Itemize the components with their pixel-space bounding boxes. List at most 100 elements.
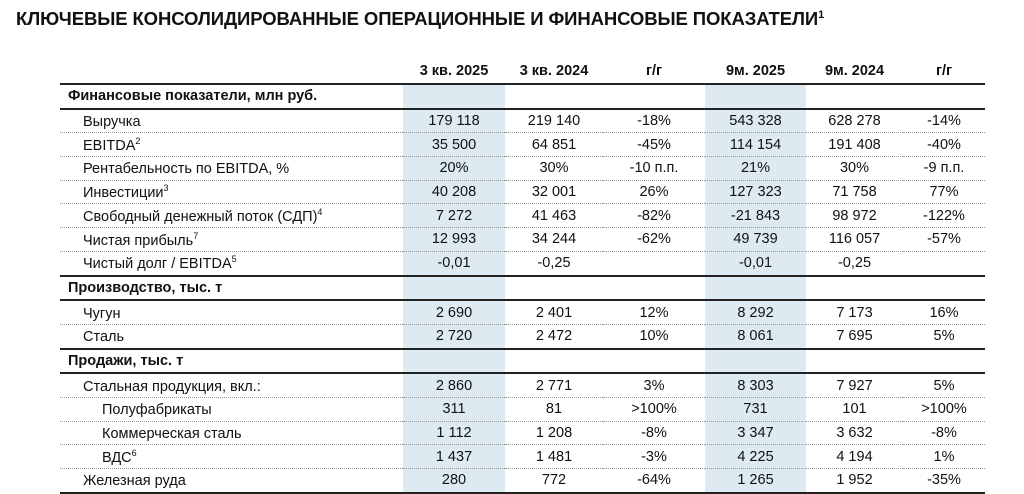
value-cell: -82% [603,203,705,229]
value-cell: 8 061 [705,324,806,350]
value-cell: 2 401 [505,300,603,325]
value-cell: 98 972 [806,203,903,229]
value-cell: 772 [505,468,603,494]
table-row: Полуфабрикаты 311 81 >100% 731 101 >100% [60,397,985,422]
value-cell: -57% [903,227,985,252]
value-cell: -0,01 [403,251,505,277]
value-cell: -3% [603,444,705,469]
value-cell: 7 272 [403,203,505,229]
value-cell: 543 328 [705,108,806,134]
value-cell: -8% [903,421,985,446]
column-header: 9м. 2024 [806,58,903,85]
row-label: Свободный денежный поток (СДП)4 [60,203,403,229]
row-label-text: Стальная продукция, вкл.: [83,378,261,395]
value-cell: 1 112 [403,421,505,446]
table-row: Сталь 2 720 2 472 10% 8 061 7 695 5% [60,324,985,350]
empty-cell [705,84,806,110]
value-cell: 2 690 [403,300,505,325]
column-header: г/г [603,58,705,85]
empty-cell [505,84,603,110]
value-cell: -45% [603,132,705,158]
value-cell: 127 323 [705,180,806,205]
footnote-marker: 4 [317,206,323,217]
value-cell: 1 952 [806,468,903,494]
empty-cell [403,348,505,375]
empty-cell [603,348,705,375]
section-title: Производство, тыс. т [60,275,403,302]
value-cell: 4 194 [806,444,903,469]
row-label-text: Свободный денежный поток (СДП) [83,208,318,225]
value-cell: -40% [903,132,985,158]
header-row: 3 кв. 2025 3 кв. 2024 г/г 9м. 2025 9м. 2024 г… [60,58,985,85]
section-header: Финансовые показатели, млн руб. [60,84,985,110]
value-cell: 2 860 [403,373,505,398]
value-cell: 280 [403,468,505,494]
table-row: Выручка 179 118 219 140 -18% 543 328 628 278-… [60,108,985,134]
value-cell [603,251,705,277]
column-header: г/г [903,58,985,85]
table-row: ВДС6 1 437 1 481 -3% 4 225 4 194 1% [60,444,985,469]
empty-cell [903,348,985,375]
value-cell: -9 п.п. [903,156,985,181]
row-label: ВДС6 [60,444,403,469]
empty-cell [705,348,806,375]
value-cell: 12 993 [403,227,505,252]
value-cell: 219 140 [505,108,603,134]
value-cell: 311 [403,397,505,422]
empty-cell [903,275,985,302]
empty-cell [806,275,903,302]
value-cell: 77% [903,180,985,205]
key-indicators-table: 3 кв. 2025 3 кв. 2024 г/г 9м. 2025 9м. 2024 г… [60,58,985,494]
empty-cell [705,275,806,302]
empty-cell [603,275,705,302]
row-label: Полуфабрикаты [60,397,403,422]
row-label-text: Рентабельность по EBITDA, % [83,161,290,178]
value-cell: 3 632 [806,421,903,446]
value-cell: 1 208 [505,421,603,446]
value-cell: -0,25 [505,251,603,277]
value-cell: 1 481 [505,444,603,469]
row-label: Чистая прибыль7 [60,227,403,252]
empty-cell [903,84,985,110]
row-label: Чистый долг / EBITDA5 [60,251,403,277]
value-cell: 10% [603,324,705,350]
value-cell: 81 [505,397,603,422]
empty-cell [403,275,505,302]
value-cell: 1 437 [403,444,505,469]
value-cell: 7 927 [806,373,903,398]
value-cell: -0,01 [705,251,806,277]
value-cell [903,251,985,277]
value-cell: 30% [505,156,603,181]
section-title: Финансовые показатели, млн руб. [60,84,403,110]
value-cell: 8 303 [705,373,806,398]
value-cell: -21 843 [705,203,806,229]
table-row: Чугун 2 690 2 401 12% 8 292 7 173 16% [60,300,985,325]
empty-cell [505,275,603,302]
column-header: 9м. 2025 [705,58,806,85]
value-cell: -122% [903,203,985,229]
empty-cell [403,84,505,110]
value-cell: 191 408 [806,132,903,158]
row-label: Выручка [60,108,403,134]
value-cell: -35% [903,468,985,494]
empty-cell [603,84,705,110]
value-cell: 5% [903,324,985,350]
value-cell: -64% [603,468,705,494]
value-cell: -62% [603,227,705,252]
row-label: Чугун [60,300,403,325]
value-cell: 2 472 [505,324,603,350]
value-cell: 628 278 [806,108,903,134]
row-label-text: Сталь [83,329,125,346]
section-header: Продажи, тыс. т [60,348,985,375]
footnote-marker: 6 [131,447,137,458]
value-cell: 32 001 [505,180,603,205]
row-label-text: Чистая прибыль [83,232,194,249]
footnote-marker: 3 [163,183,169,194]
table-row: Железная руда 280 772 -64% 1 265 1 952 -35% [60,468,985,494]
value-cell: 41 463 [505,203,603,229]
empty-cell [806,348,903,375]
row-label-text: EBITDA [83,137,136,154]
footnote-marker: 5 [231,254,237,265]
row-label-text: Выручка [83,113,141,130]
value-cell: 1% [903,444,985,469]
